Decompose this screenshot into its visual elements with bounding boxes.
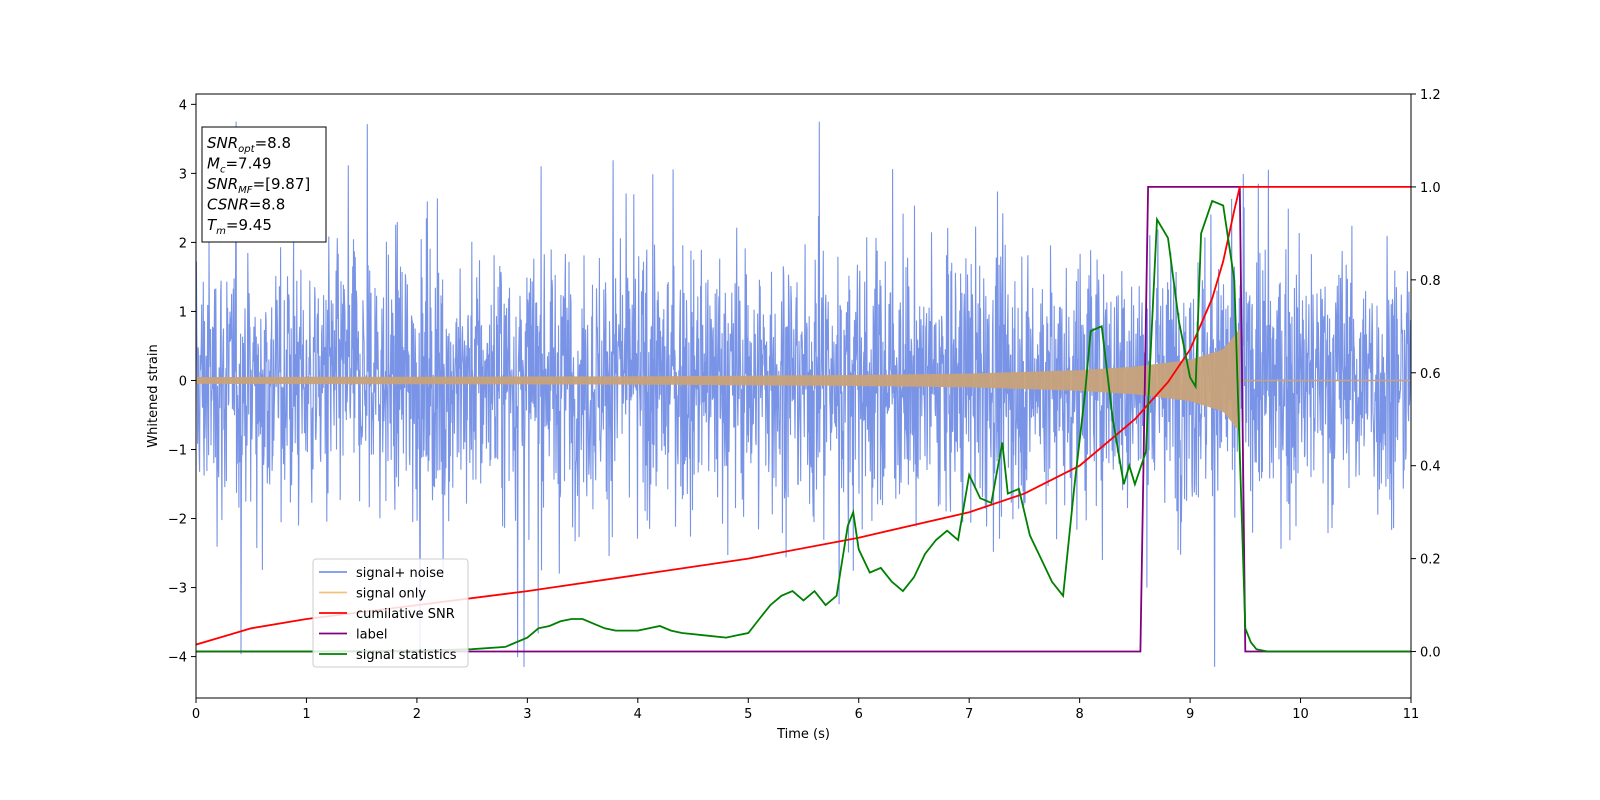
legend: signal+ noise signal only cumilative SNR la… <box>312 558 469 668</box>
legend-frame <box>312 558 469 668</box>
legend-label: signal+ noise <box>356 566 444 581</box>
y2-tick-label: 0.6 <box>1420 367 1441 382</box>
axes: 0 1 2 3 4 5 6 7 8 9 10 11 −4 −3 −2 −1 0 1 2 3 4 0.0 0.2 0.4 0.6 0… <box>168 88 1441 722</box>
x-tick-label: 4 <box>634 707 642 722</box>
y-tick-label: 0 <box>179 374 187 389</box>
annotation-line: Tm=9.45 <box>207 216 272 237</box>
x-axis-label: Time (s) <box>776 727 830 742</box>
x-tick-label: 0 <box>192 707 200 722</box>
y-tick-label: 1 <box>179 305 187 320</box>
legend-label: label <box>356 628 387 643</box>
annotation-line: SNRopt=8.8 <box>207 134 291 155</box>
y-tick-label: 4 <box>179 98 187 113</box>
y2-tick-label: 0.4 <box>1420 460 1441 475</box>
y-tick-label: 2 <box>179 236 187 251</box>
plot-frame <box>195 93 1412 699</box>
y-tick-label: −1 <box>168 443 187 458</box>
y2-tick-label: 1.0 <box>1420 181 1441 196</box>
x-tick-label: 8 <box>1075 707 1083 722</box>
y-tick-label: −4 <box>168 651 187 666</box>
x-tick-label: 10 <box>1292 707 1309 722</box>
x-tick-label: 5 <box>744 707 752 722</box>
annotation-line: SNRMF=[9.87] <box>207 175 310 196</box>
y-tick-label: 3 <box>179 167 187 182</box>
x-tick-label: 7 <box>965 707 973 722</box>
signal-statistics-line <box>196 199 1411 653</box>
y-tick-label: −2 <box>168 513 187 528</box>
y2-tick-label: 1.2 <box>1420 88 1441 103</box>
x-tick-label: 6 <box>855 707 863 722</box>
x-tick-label: 3 <box>523 707 531 722</box>
annotation-frame <box>201 126 327 243</box>
legend-label: signal only <box>356 587 426 602</box>
y-tick-label: −3 <box>168 582 187 597</box>
y2-tick-label: 0.2 <box>1420 553 1441 568</box>
annotation-line: Mc=7.49 <box>207 155 271 176</box>
signal-only-envelope <box>196 328 1240 433</box>
x-tick-label: 1 <box>302 707 310 722</box>
y-axis-label: Whitened strain <box>146 344 161 447</box>
x-tick-label: 2 <box>413 707 421 722</box>
y2-tick-label: 0.8 <box>1420 274 1441 289</box>
x-tick-label: 11 <box>1403 707 1420 722</box>
legend-label: cumilative SNR <box>356 607 455 622</box>
y2-tick-label: 0.0 <box>1420 646 1441 661</box>
legend-label: signal statistics <box>356 648 457 663</box>
annotation-line: CSNR=8.8 <box>207 196 285 214</box>
x-tick-label: 9 <box>1186 707 1194 722</box>
signal-only-fill <box>196 328 1411 433</box>
